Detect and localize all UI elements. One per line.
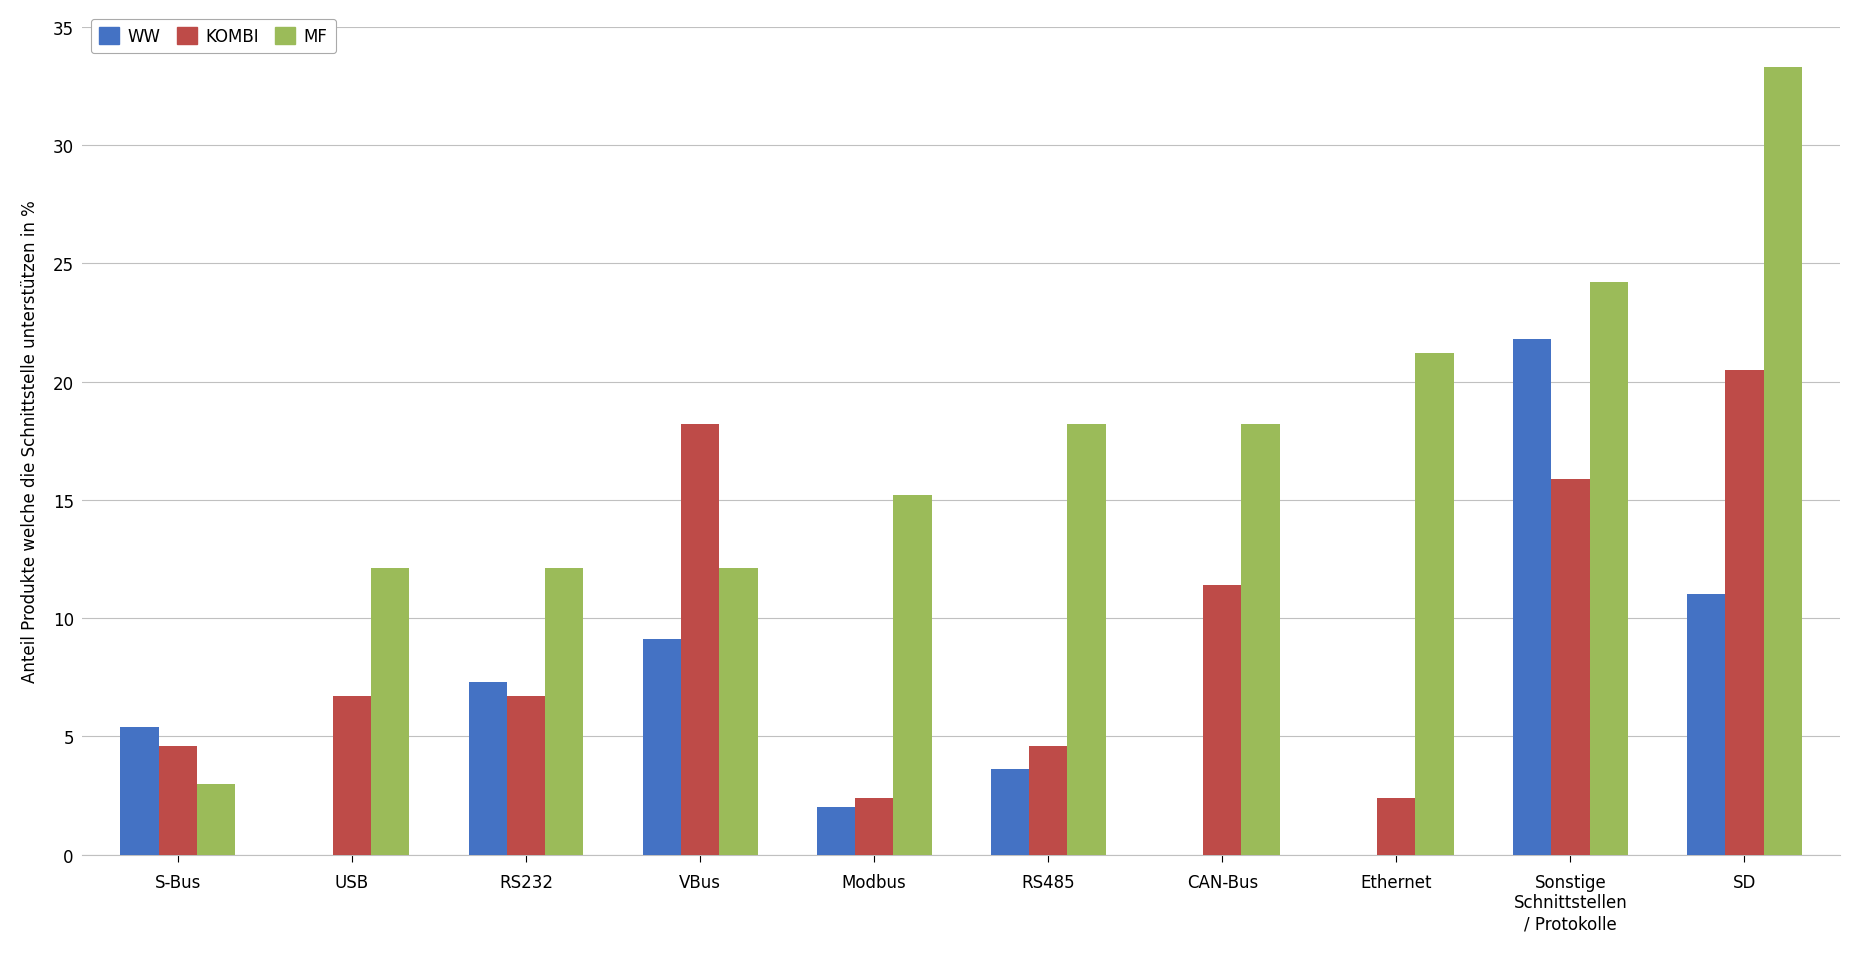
Bar [1686, 595, 1725, 855]
Bar [121, 727, 158, 855]
Bar [1513, 339, 1552, 855]
Bar [1377, 798, 1416, 855]
Bar [681, 425, 718, 855]
Bar [158, 746, 197, 855]
Bar [197, 783, 234, 855]
Bar [1029, 746, 1068, 855]
Bar [893, 496, 932, 855]
Bar [1068, 425, 1105, 855]
Bar [370, 569, 409, 855]
Bar [854, 798, 893, 855]
Bar [990, 770, 1029, 855]
Bar [1725, 371, 1764, 855]
Bar [1589, 283, 1628, 855]
Bar [1241, 425, 1280, 855]
Bar [506, 697, 545, 855]
Bar [545, 569, 584, 855]
Legend: WW, KOMBI, MF: WW, KOMBI, MF [91, 20, 337, 54]
Bar [642, 639, 681, 855]
Bar [1202, 585, 1241, 855]
Bar [1416, 354, 1453, 855]
Bar [1552, 479, 1589, 855]
Bar [817, 807, 854, 855]
Bar [469, 682, 506, 855]
Bar [333, 697, 370, 855]
Bar [1764, 68, 1801, 855]
Bar [718, 569, 757, 855]
Y-axis label: Anteil Produkte welche die Schnittstelle unterstützen in %: Anteil Produkte welche die Schnittstelle… [20, 200, 39, 682]
